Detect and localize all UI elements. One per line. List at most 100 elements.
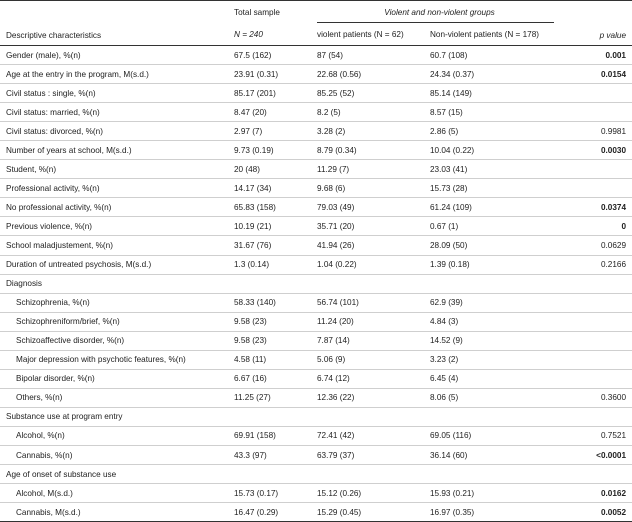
- cell-pvalue: 0.0162: [562, 483, 632, 504]
- cell-violent: 63.79 (37): [311, 445, 424, 466]
- table-row: Civil status: married, %(n) 8.47 (20) 8.2 …: [0, 102, 632, 123]
- cell-violent: 8.79 (0.34): [311, 140, 424, 161]
- table-row: No professional activity, %(n) 65.83 (158…: [0, 197, 632, 218]
- table-row: Civil status : single, %(n) 85.17 (201) 85…: [0, 83, 632, 104]
- cell-nonviolent: 8.06 (5): [424, 388, 562, 408]
- table-row: Number of years at school, M(s.d.) 9.73 (…: [0, 140, 632, 161]
- table-row: Gender (male), %(n) 67.5 (162) 87 (54) 60.7…: [0, 45, 632, 66]
- cell-total: 43.3 (97): [228, 445, 311, 466]
- row-label: Cannabis, %(n): [0, 445, 228, 466]
- col-header-group: Violent and non-violent groups: [311, 0, 562, 23]
- table-row: Substance use at program entry: [0, 407, 632, 427]
- cell-violent: 6.74 (12): [311, 369, 424, 389]
- cell-violent: 35.71 (20): [311, 216, 424, 237]
- cell-nonviolent: 10.04 (0.22): [424, 140, 562, 161]
- cell-total: 58.33 (140): [228, 293, 311, 313]
- cell-total: 67.5 (162): [228, 45, 311, 66]
- cell-total: 4.58 (11): [228, 350, 311, 370]
- cell-violent: 9.68 (6): [311, 178, 424, 199]
- cell-nonviolent: 62.9 (39): [424, 293, 562, 313]
- cell-pvalue: 0.001: [562, 45, 632, 66]
- row-label: Cannabis, M(s.d.): [0, 502, 228, 522]
- table-row: Student, %(n) 20 (48) 11.29 (7) 23.03 (41): [0, 159, 632, 180]
- cell-nonviolent: 15.73 (28): [424, 178, 562, 199]
- cell-total: 6.67 (16): [228, 369, 311, 389]
- cell-pvalue: [562, 102, 632, 123]
- cell-total: 85.17 (201): [228, 83, 311, 104]
- header-row-2: N = 240 violent patients (N = 62) Non-vi…: [0, 23, 632, 46]
- col-header-nonviolent: Non-violent patients (N = 178): [424, 23, 562, 46]
- cell-pvalue: 0.0629: [562, 235, 632, 256]
- cell-pvalue: [562, 407, 632, 427]
- row-label: Schizophreniform/brief, %(n): [0, 312, 228, 332]
- cell-nonviolent: 85.14 (149): [424, 83, 562, 104]
- row-label: Schizophrenia, %(n): [0, 293, 228, 313]
- cell-total: 8.47 (20): [228, 102, 311, 123]
- cell-pvalue: 0.2166: [562, 255, 632, 275]
- row-label: Professional activity, %(n): [0, 178, 228, 199]
- cell-pvalue: [562, 331, 632, 351]
- cell-pvalue: 0.0374: [562, 197, 632, 218]
- cell-nonviolent: 6.45 (4): [424, 369, 562, 389]
- row-label: Alcohol, M(s.d.): [0, 483, 228, 504]
- col-header-total: Total sample: [228, 0, 311, 23]
- cell-nonviolent: 8.57 (15): [424, 102, 562, 123]
- cell-violent: 87 (54): [311, 45, 424, 66]
- cell-pvalue: 0.0030: [562, 140, 632, 161]
- table-row: Age at the entry in the program, M(s.d.)…: [0, 64, 632, 85]
- cell-nonviolent: 61.24 (109): [424, 197, 562, 218]
- cell-nonviolent: 28.09 (50): [424, 235, 562, 256]
- cell-total: 65.83 (158): [228, 197, 311, 218]
- table-row: Cannabis, M(s.d.) 16.47 (0.29) 15.29 (0.45…: [0, 502, 632, 522]
- table-body: Gender (male), %(n) 67.5 (162) 87 (54) 60.7…: [0, 45, 632, 522]
- cell-pvalue: [562, 369, 632, 389]
- cell-total: 14.17 (34): [228, 178, 311, 199]
- cell-nonviolent: [424, 464, 562, 485]
- table-row: Bipolar disorder, %(n) 6.67 (16) 6.74 (12)…: [0, 369, 632, 389]
- cell-nonviolent: 3.23 (2): [424, 350, 562, 370]
- cell-pvalue: [562, 159, 632, 180]
- row-label: School maladjustement, %(n): [0, 235, 228, 256]
- cell-pvalue: 0.7521: [562, 426, 632, 446]
- cell-violent: 56.74 (101): [311, 293, 424, 313]
- row-label: Bipolar disorder, %(n): [0, 369, 228, 389]
- row-label: Number of years at school, M(s.d.): [0, 140, 228, 161]
- cell-pvalue: [562, 274, 632, 294]
- cell-total: 9.58 (23): [228, 312, 311, 332]
- table-row: Schizoaffective disorder, %(n) 9.58 (23) 7…: [0, 331, 632, 351]
- cell-violent: 5.06 (9): [311, 350, 424, 370]
- cell-nonviolent: 4.84 (3): [424, 312, 562, 332]
- row-label: Previous violence, %(n): [0, 216, 228, 237]
- cell-total: [228, 274, 311, 294]
- row-label: Gender (male), %(n): [0, 45, 228, 66]
- cell-violent: 3.28 (2): [311, 121, 424, 142]
- table-row: Diagnosis: [0, 274, 632, 294]
- cell-pvalue: 0: [562, 216, 632, 237]
- table-row: Alcohol, M(s.d.) 15.73 (0.17) 15.12 (0.26)…: [0, 483, 632, 504]
- cell-nonviolent: 23.03 (41): [424, 159, 562, 180]
- cell-total: 69.91 (158): [228, 426, 311, 446]
- cell-pvalue: 0.0154: [562, 64, 632, 85]
- cell-total: [228, 407, 311, 427]
- cell-total: 9.58 (23): [228, 331, 311, 351]
- row-label: Duration of untreated psychosis, M(s.d.): [0, 255, 228, 275]
- cell-violent: 12.36 (22): [311, 388, 424, 408]
- cell-pvalue: [562, 464, 632, 485]
- cell-nonviolent: 14.52 (9): [424, 331, 562, 351]
- col-header-characteristics: Descriptive characteristics: [0, 0, 228, 46]
- cell-nonviolent: 0.67 (1): [424, 216, 562, 237]
- cell-violent: [311, 274, 424, 294]
- cell-pvalue: [562, 312, 632, 332]
- cell-total: 10.19 (21): [228, 216, 311, 237]
- cell-violent: [311, 464, 424, 485]
- cell-violent: 8.2 (5): [311, 102, 424, 123]
- table-row: Previous violence, %(n) 10.19 (21) 35.71 (…: [0, 216, 632, 237]
- cell-pvalue: [562, 83, 632, 104]
- cell-nonviolent: [424, 407, 562, 427]
- cell-violent: 11.24 (20): [311, 312, 424, 332]
- table-row: Age of onset of substance use: [0, 464, 632, 485]
- cell-nonviolent: 1.39 (0.18): [424, 255, 562, 275]
- cell-violent: 7.87 (14): [311, 331, 424, 351]
- cell-violent: 1.04 (0.22): [311, 255, 424, 275]
- row-label: Civil status: divorced, %(n): [0, 121, 228, 142]
